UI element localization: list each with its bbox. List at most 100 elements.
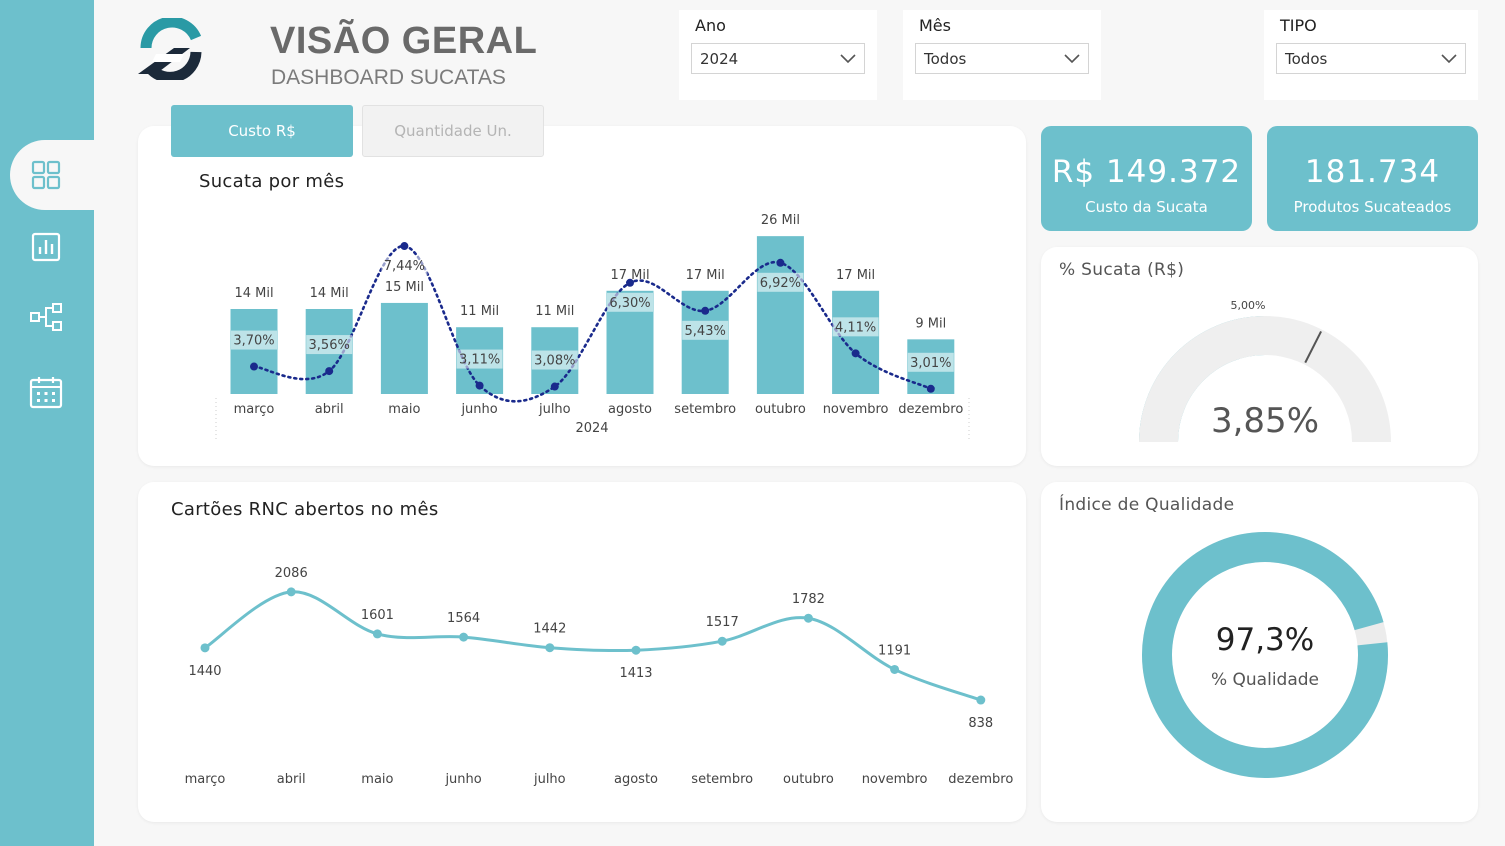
pct-label-bg — [381, 256, 428, 276]
filter-ano-value: 2024 — [700, 50, 739, 68]
x-tick-label: abril — [277, 772, 306, 787]
pct-label: 5,43% — [685, 324, 726, 339]
pct-point — [776, 258, 785, 267]
quality-sublabel: % Qualidade — [1211, 670, 1319, 690]
bar-value-label: 11 Mil — [535, 304, 574, 319]
rnc-value-label: 1782 — [792, 592, 825, 607]
bar-value-label: 17 Mil — [836, 268, 875, 283]
quality-value: 97,3% — [1216, 622, 1314, 658]
bar-value-label: 17 Mil — [610, 268, 649, 283]
rnc-point — [200, 643, 210, 653]
nav-hierarchy[interactable] — [26, 297, 66, 337]
rnc-value-label: 1517 — [706, 615, 739, 630]
bar — [230, 309, 278, 394]
nav-charts[interactable] — [26, 227, 66, 267]
gauge-target-marker — [1304, 330, 1322, 364]
rnc-point — [286, 587, 296, 597]
chevron-down-icon — [1064, 54, 1080, 64]
rnc-point — [803, 613, 813, 623]
filter-ano-dropdown[interactable]: 2024 — [691, 43, 865, 74]
tab-quantidade[interactable]: Quantidade Un. — [362, 105, 544, 157]
x-tick-label: abril — [315, 402, 344, 417]
bar-value-label: 14 Mil — [310, 286, 349, 301]
pct-point — [626, 278, 634, 287]
filter-mes-dropdown[interactable]: Todos — [915, 43, 1089, 74]
calendar-icon — [29, 377, 63, 409]
tab-custo[interactable]: Custo R$ — [171, 105, 353, 157]
filter-ano-label: Ano — [695, 16, 726, 35]
pct-label: 3,56% — [309, 338, 350, 353]
x-tick-label: setembro — [674, 402, 736, 417]
x-tick-label: maio — [388, 402, 420, 417]
sidebar-active-notch — [10, 140, 94, 210]
bar — [832, 290, 880, 394]
pct-point — [550, 382, 559, 391]
kpi-custo-label: Custo da Sucata — [1085, 198, 1208, 216]
rnc-value-label: 1601 — [361, 608, 394, 623]
pct-label-bg — [907, 352, 954, 372]
pct-label-bg — [531, 350, 578, 370]
bar-value-label: 11 Mil — [460, 304, 499, 319]
rnc-point — [459, 632, 469, 642]
bar — [380, 302, 428, 394]
pct-label: 3,70% — [233, 334, 274, 349]
nav-calendar[interactable] — [26, 372, 66, 412]
x-tick-label: março — [234, 402, 275, 417]
filter-mes: Mês Todos — [903, 10, 1101, 100]
x-tick-label: julho — [538, 402, 571, 417]
x-tick-label: junho — [460, 402, 497, 417]
filter-tipo-value: Todos — [1285, 50, 1328, 68]
x-axis-label: 2024 — [575, 421, 608, 436]
x-tick-label: agosto — [608, 402, 652, 417]
kpi-produtos-label: Produtos Sucateados — [1293, 198, 1452, 216]
rnc-value-label: 1191 — [878, 643, 911, 658]
bar-chart-icon — [31, 232, 61, 262]
pct-label-bg — [456, 349, 503, 369]
x-tick-label: julho — [533, 772, 566, 787]
filter-mes-label: Mês — [919, 16, 951, 35]
pct-point — [400, 242, 409, 251]
filter-tipo: TIPO Todos — [1264, 10, 1478, 100]
quality-title: Índice de Qualidade — [1059, 495, 1235, 515]
pct-point — [325, 367, 334, 376]
bar-value-label: 15 Mil — [385, 280, 424, 295]
bar-value-label: 14 Mil — [234, 286, 273, 301]
x-tick-label: setembro — [691, 772, 753, 787]
pct-label-bg — [306, 335, 353, 355]
quality-donut: 97,3% % Qualidade — [1142, 532, 1388, 778]
kpi-produtos-value: 181.734 — [1304, 154, 1441, 190]
rnc-line — [204, 590, 982, 702]
rnc-value-label: 1440 — [188, 664, 221, 679]
x-tick-label: dezembro — [948, 772, 1013, 787]
rnc-line-chart: 1440 março 2086 abril 1601 maio 1564 junho 1442 j… — [185, 566, 1014, 787]
rnc-point — [631, 645, 641, 655]
pct-label: 4,11% — [835, 320, 876, 335]
x-tick-label: maio — [361, 772, 393, 787]
gauge-track — [1139, 316, 1391, 442]
sucata-chart-card: Sucata por mês 14 Mil março 14 Mil abril 15 … — [138, 126, 1026, 466]
donut-fill — [1142, 532, 1388, 778]
x-tick-label: agosto — [614, 772, 658, 787]
pct-label: 7,44% — [384, 259, 425, 274]
kpi-custo-value: R$ 149.372 — [1051, 154, 1242, 190]
page-title: VISÃO GERAL — [270, 20, 538, 62]
filter-ano: Ano 2024 — [679, 10, 877, 100]
nav-overview[interactable] — [26, 155, 66, 195]
pct-label: 6,92% — [760, 276, 801, 291]
pct-label-bg — [607, 292, 653, 312]
rnc-point — [545, 643, 555, 653]
x-tick-label: junho — [444, 772, 481, 787]
x-tick-label: outubro — [783, 772, 834, 787]
pct-label-bg — [757, 272, 804, 292]
pct-label-bg — [832, 317, 879, 337]
pct-point — [851, 349, 860, 358]
dashboard-grid-icon — [31, 160, 61, 190]
pct-point — [250, 362, 258, 371]
bar-value-label: 26 Mil — [761, 213, 800, 228]
rnc-value-label: 838 — [968, 716, 993, 731]
filter-tipo-dropdown[interactable]: Todos — [1276, 43, 1466, 74]
chevron-down-icon — [1441, 54, 1457, 64]
pct-point — [475, 381, 484, 390]
rnc-value-label: 1564 — [447, 611, 480, 626]
rnc-point — [717, 636, 727, 646]
